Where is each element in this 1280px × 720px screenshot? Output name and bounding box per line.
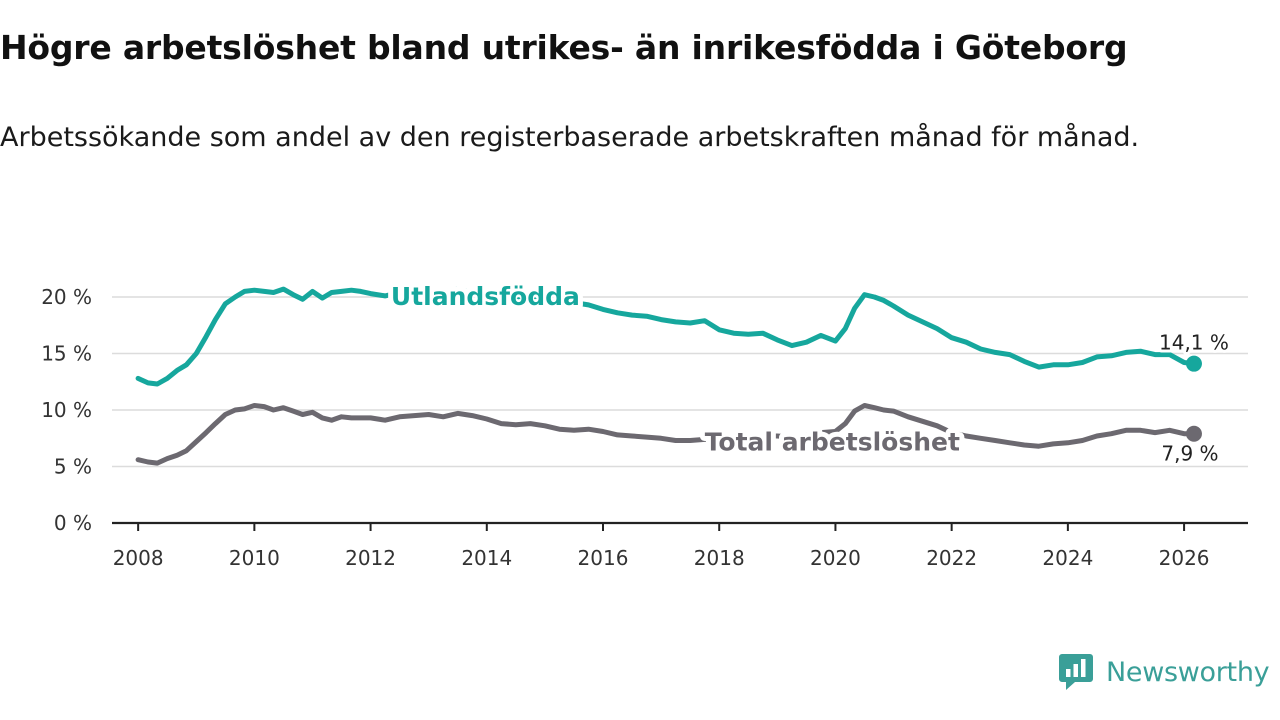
series-line-utlandsfödda bbox=[135, 286, 1197, 387]
x-tick-label: 2022 bbox=[926, 546, 977, 570]
series-end-point bbox=[1185, 425, 1202, 442]
newsworthy-brand-text: Newsworthy bbox=[1106, 656, 1270, 688]
x-tick-label: 2014 bbox=[461, 546, 512, 570]
series-end-point bbox=[1185, 355, 1202, 372]
series-line-total-arbetslöshet bbox=[135, 403, 1197, 466]
x-tick-label: 2016 bbox=[578, 546, 629, 570]
chart-subtitle: Arbetssökande som andel av den registerb… bbox=[0, 122, 1140, 153]
y-tick-label: 20 % bbox=[41, 285, 92, 309]
x-tick-label: 2024 bbox=[1042, 546, 1093, 570]
x-tick-label: 2010 bbox=[229, 546, 280, 570]
chart-title: Högre arbetslöshet bland utrikes- än inr… bbox=[0, 28, 1128, 67]
series-end-label: 14,1 % bbox=[1159, 331, 1229, 355]
series-label: Total arbetslöshet bbox=[705, 428, 960, 457]
newsworthy-logo: Newsworthy bbox=[1058, 652, 1270, 692]
series-end-label: 7,9 % bbox=[1161, 442, 1218, 466]
series-lines bbox=[135, 286, 1202, 466]
y-tick-label: 15 % bbox=[41, 342, 92, 366]
x-tick-label: 2026 bbox=[1159, 546, 1210, 570]
series-labels: Utlandsfödda 14,1 % Total arbetslöshet 7,9 … bbox=[386, 277, 1232, 469]
x-tick-label: 2020 bbox=[810, 546, 861, 570]
y-axis-ticks: 0 % 5 % 10 % 15 % 20 % bbox=[41, 285, 92, 535]
y-tick-label: 0 % bbox=[54, 511, 92, 535]
y-tick-label: 5 % bbox=[54, 455, 92, 479]
x-tick-label: 2008 bbox=[113, 546, 164, 570]
y-tick-label: 10 % bbox=[41, 398, 92, 422]
x-tick-label: 2012 bbox=[345, 546, 396, 570]
x-tick-label: 2018 bbox=[694, 546, 745, 570]
newsworthy-logo-icon bbox=[1059, 654, 1093, 690]
x-axis-ticks: 2008 2010 2012 2014 2016 2018 2020 2022 2024 2026 bbox=[113, 523, 1210, 570]
series-label: Utlandsfödda bbox=[391, 282, 580, 311]
